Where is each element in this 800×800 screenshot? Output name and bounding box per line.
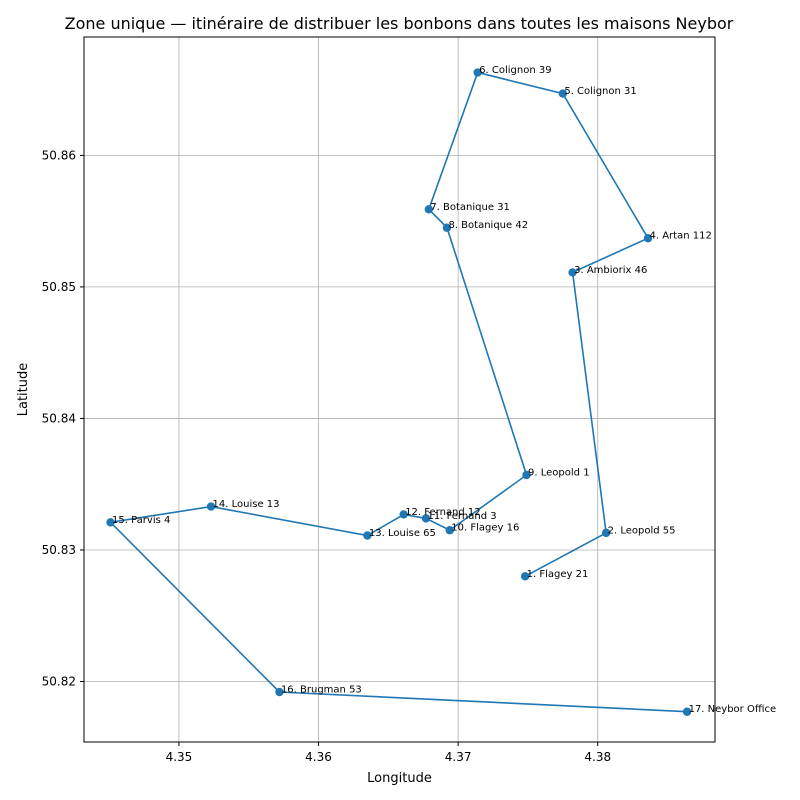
point-label: 4. Artan 112 [649,231,711,242]
y-tick-label: 50.86 [42,148,76,162]
route-point [682,707,692,716]
point-labels: 1. Flagey 21 2. Leopold 55 3. Ambiorix 46 4… [112,65,776,715]
route-point [424,205,434,214]
point-label: 14. Louise 13 [213,499,280,510]
grid [84,37,715,742]
route-point [643,234,653,243]
y-tick-label: 50.83 [42,543,76,557]
point-label: 1. Flagey 21 [527,569,589,580]
point-label: 17. Neybor Office [689,704,777,715]
point-label: 12. Fernand 12 [405,507,480,518]
point-label: 6. Colignon 39 [479,65,551,76]
route-point [363,531,372,540]
x-tick-label: 4.36 [305,750,332,764]
x-axis-label: Longitude [367,771,432,786]
route-point [568,268,577,277]
point-label: 10. Flagey 16 [451,523,519,534]
x-tick-label: 4.38 [584,750,611,764]
chart-title: Zone unique — itinéraire de distribuer l… [65,14,734,33]
point-label: 15. Parvis 4 [112,515,170,526]
y-tick-label: 50.82 [42,674,76,688]
point-label: 2. Leopold 55 [608,525,676,536]
point-label: 5. Colignon 31 [564,86,636,97]
route-point [275,687,284,697]
route-point [421,514,431,523]
route-line [108,71,688,713]
point-label: 7. Botanique 31 [430,202,510,213]
route-point [601,528,611,538]
point-label: 11. Fernand 3 [428,511,497,522]
point-label: 9. Leopold 1 [528,467,590,478]
route-point [558,89,568,98]
point-label: 3. Ambiorix 46 [574,265,647,276]
route-point [106,518,115,527]
route-point [520,572,530,581]
y-tick-label: 50.84 [42,411,76,425]
route-point [399,510,408,519]
route-point [473,68,482,77]
route-point [442,223,452,232]
route-series [108,71,688,713]
point-label: 16. Brugman 53 [281,685,362,696]
route-markers [106,68,692,716]
point-label: 13. Louise 65 [369,528,436,539]
axis-ticks: 4.35 4.36 4.37 4.38 50.82 50.83 50.84 50.85 50.8… [42,148,611,764]
plot-frame [83,36,716,743]
y-tick-label: 50.85 [42,280,76,294]
x-tick-label: 4.35 [166,750,193,764]
y-axis-label: Latitude [16,363,31,417]
x-tick-label: 4.37 [445,750,472,764]
route-point [445,526,454,535]
route-point [206,502,216,511]
point-label: 8. Botanique 42 [448,220,528,231]
route-point [522,470,531,480]
